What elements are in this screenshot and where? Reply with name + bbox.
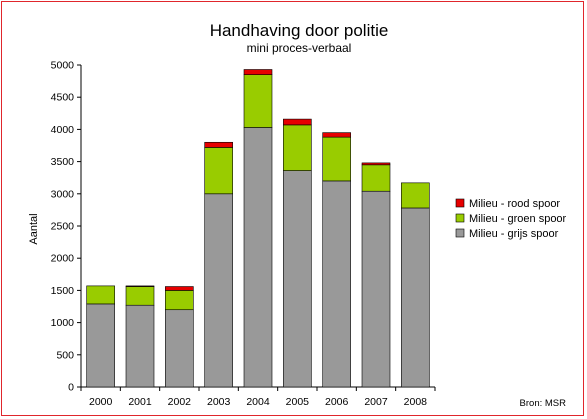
x-tick-label: 2008 xyxy=(404,396,428,408)
x-tick-label: 2006 xyxy=(325,396,349,408)
bar-segment xyxy=(361,162,391,166)
legend-swatch xyxy=(455,228,465,238)
y-tick-label: 0 xyxy=(68,382,74,394)
bar-segment xyxy=(322,132,351,138)
x-tick-label: 2000 xyxy=(89,396,113,408)
bar-segment xyxy=(401,207,430,388)
y-tick-label: 500 xyxy=(56,349,74,361)
bar-segment xyxy=(165,286,194,291)
x-tick-label: 2004 xyxy=(246,396,270,408)
y-tick-label: 5000 xyxy=(51,60,75,72)
y-tick-label: 4500 xyxy=(51,92,75,104)
bar-segment xyxy=(322,180,351,388)
bar-segment xyxy=(204,141,233,148)
legend-label: Milieu - rood spoor xyxy=(469,198,560,210)
y-tick-label: 1000 xyxy=(51,317,75,329)
x-tick-label: 2007 xyxy=(364,396,388,408)
source-note: Bron: MSR xyxy=(520,398,567,409)
x-tick-label: 2005 xyxy=(286,396,310,408)
chart-subtitle: mini proces-verbaal xyxy=(247,41,352,55)
bar-segment xyxy=(243,74,273,128)
bar-segment xyxy=(283,124,312,171)
bar-segment xyxy=(204,193,233,388)
y-tick-label: 2000 xyxy=(51,253,75,265)
bar-segment xyxy=(401,182,430,209)
bar-segment xyxy=(243,127,273,388)
bar-segment xyxy=(361,190,391,388)
bar-segment xyxy=(283,170,312,388)
bar-segment xyxy=(361,164,391,192)
bar-segment xyxy=(322,136,351,182)
bar-segment xyxy=(86,303,115,388)
x-tick-label: 2003 xyxy=(207,396,231,408)
bar-segment xyxy=(165,290,194,311)
bar-segment xyxy=(243,69,273,75)
y-tick-label: 4000 xyxy=(51,124,75,136)
bar-segment xyxy=(204,147,233,195)
plot-area: 0 500 1000 1500 2000 2500 3000 3500 4000 4500 5000… xyxy=(51,60,436,408)
y-tick-label: 3500 xyxy=(51,156,75,168)
x-tick-label: 2002 xyxy=(168,396,192,408)
y-axis-label: Aantal xyxy=(28,213,40,244)
bar-segment xyxy=(125,285,155,287)
chart-title: Handhaving door politie xyxy=(210,21,389,40)
bar-segment xyxy=(283,118,312,126)
y-tick-label: 2500 xyxy=(51,221,75,233)
legend: Milieu - rood spoor Milieu - groen spoor M… xyxy=(455,198,567,240)
bar-segment xyxy=(125,286,155,306)
y-tick-label: 3000 xyxy=(51,188,75,200)
legend-swatch xyxy=(455,198,465,208)
y-tick-label: 1500 xyxy=(51,285,75,297)
bar-segment xyxy=(86,285,115,305)
legend-label: Milieu - grijs spoor xyxy=(469,228,559,240)
legend-label: Milieu - groen spoor xyxy=(469,213,567,225)
bar-segment xyxy=(165,309,194,388)
x-tick-label: 2001 xyxy=(128,396,152,408)
legend-swatch xyxy=(455,213,465,223)
bar-segment xyxy=(125,304,155,388)
